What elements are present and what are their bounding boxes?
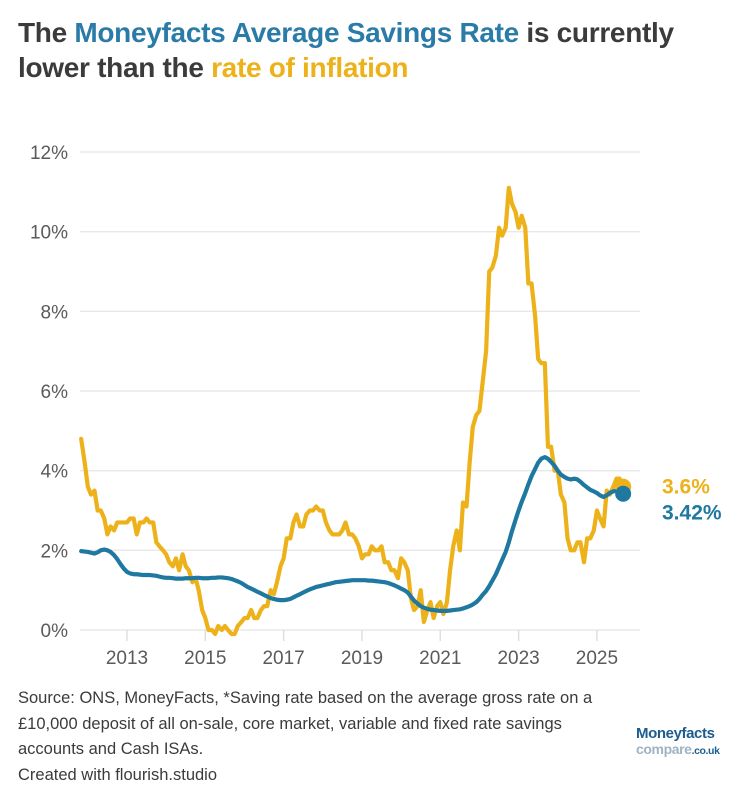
x-axis-tick-label: 2019: [341, 648, 383, 669]
page-title: The Moneyfacts Average Savings Rate is c…: [18, 16, 718, 85]
y-axis-tick-label: 8%: [41, 302, 69, 323]
y-axis-tick-label: 6%: [41, 382, 69, 403]
moneyfacts-logo[interactable]: Moneyfacts compare.co.uk: [636, 726, 732, 757]
x-axis-tick-label: 2023: [497, 648, 539, 669]
x-axis-tick-label: 2021: [419, 648, 461, 669]
title-part-2: is currently lower than the: [18, 17, 674, 83]
series-end-labels-group: 3.6% 3.42%: [662, 476, 722, 525]
series-endpoint-dot: [615, 485, 632, 502]
series-end-label: 3.42%: [662, 502, 722, 525]
x-axis-tick-label: 2025: [576, 648, 618, 669]
title-highlight-savings-rate: Moneyfacts Average Savings Rate: [74, 17, 519, 48]
title-part-1: The: [18, 17, 75, 48]
x-axis-tick-label: 2017: [262, 648, 304, 669]
y-axis-tick-label: 4%: [41, 462, 69, 483]
logo-tld: .co.uk: [691, 745, 720, 757]
footnote-line-3: accounts and Cash ISAs.: [18, 740, 204, 759]
logo-text-moneyfacts: Moneyfacts: [636, 725, 715, 742]
x-axis-tick-label: 2013: [106, 648, 148, 669]
x-axis-labels-group: 2013 2015 2017 2019 2021 2023 2025: [106, 648, 618, 669]
y-axis-labels-group: 0% 2% 4% 6% 8% 10% 12%: [30, 143, 68, 642]
chart-svg: 0% 2% 4% 6% 8% 10% 12% 2013 2015 2017 2019 2021 202…: [30, 143, 722, 669]
y-axis-tick-label: 2%: [41, 541, 69, 562]
series-group: [79, 185, 626, 637]
line-chart: 0% 2% 4% 6% 8% 10% 12% 2013 2015 2017 2019 2021 202…: [0, 128, 738, 673]
title-highlight-inflation: rate of inflation: [211, 51, 409, 83]
x-axis-tick-label: 2015: [184, 648, 226, 669]
series-endpoints-group: [615, 478, 632, 502]
y-axis-tick-label: 0%: [41, 621, 69, 642]
chart-footnote: Source: ONS, MoneyFacts, *Saving rate ba…: [18, 686, 628, 788]
series-line-rate-of-inflation: [79, 185, 626, 637]
y-axis-tick-label: 12%: [30, 143, 68, 164]
x-axis-tickmarks-group: [126, 630, 598, 641]
footnote-credit: Created with flourish.studio: [18, 765, 218, 784]
logo-text-compare: compare.co.uk: [636, 742, 732, 757]
footnote-line-2: £10,000 deposit of all on-sale, core mar…: [18, 714, 562, 733]
footnote-line-1: Source: ONS, MoneyFacts, *Saving rate ba…: [18, 689, 593, 707]
series-line-moneyfacts-average-savings-rate: [79, 455, 626, 613]
logo-compare-word: compare: [636, 741, 692, 757]
y-axis-tick-label: 10%: [30, 223, 68, 244]
series-end-label: 3.6%: [662, 476, 710, 499]
